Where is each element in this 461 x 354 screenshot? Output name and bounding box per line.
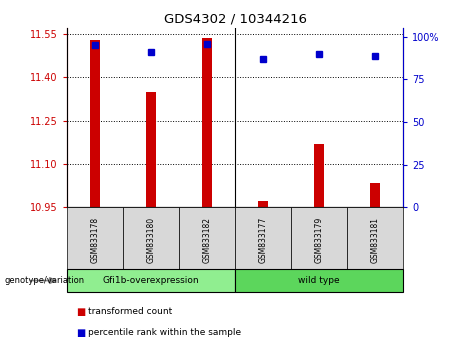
Text: Gfi1b-overexpression: Gfi1b-overexpression (103, 276, 199, 285)
Text: GSM833179: GSM833179 (315, 217, 324, 263)
Text: GSM833181: GSM833181 (371, 217, 380, 263)
Text: wild type: wild type (298, 276, 340, 285)
Text: GSM833180: GSM833180 (147, 217, 155, 263)
Text: genotype/variation: genotype/variation (5, 276, 85, 285)
Bar (314, 144, 324, 207)
Bar (146, 92, 156, 207)
Text: GSM833178: GSM833178 (90, 217, 100, 263)
Title: GDS4302 / 10344216: GDS4302 / 10344216 (164, 13, 307, 26)
Text: GSM833177: GSM833177 (259, 217, 268, 263)
Text: ■: ■ (76, 307, 85, 316)
Text: percentile rank within the sample: percentile rank within the sample (88, 328, 241, 337)
Bar (258, 201, 268, 207)
Bar (202, 39, 212, 207)
Text: ■: ■ (76, 328, 85, 338)
Bar (90, 40, 100, 207)
Bar (370, 183, 380, 207)
Text: GSM833182: GSM833182 (202, 217, 212, 263)
Text: transformed count: transformed count (88, 307, 172, 316)
